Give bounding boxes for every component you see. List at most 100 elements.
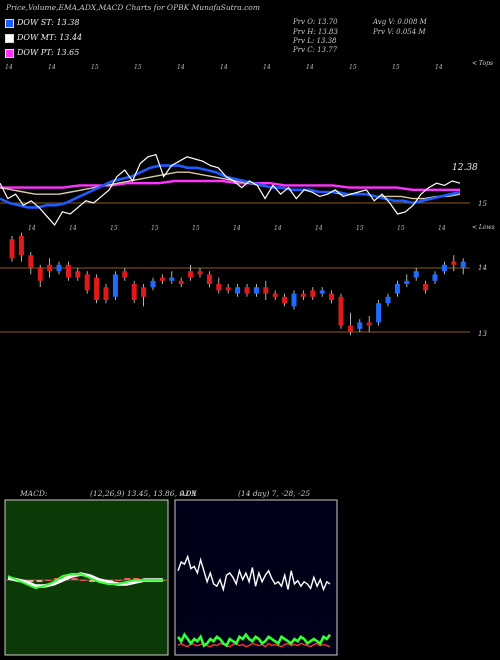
lower-tag: < Lows xyxy=(472,224,495,231)
dow-mt-legend: DOW MT: 13.44 xyxy=(5,33,82,43)
candle-body xyxy=(423,284,429,291)
candle-axis-14: 14 xyxy=(478,264,487,272)
candle-body xyxy=(75,271,81,278)
candle-body xyxy=(366,322,372,326)
candle-body xyxy=(253,287,259,294)
adx-params: (14 day) 7, -28, -25 xyxy=(238,489,311,498)
dow-pt-line xyxy=(0,179,460,192)
adx-panel-bg xyxy=(174,499,338,656)
x-tick-label: 15 xyxy=(192,225,200,232)
x-tick-label: 14 xyxy=(48,64,56,71)
x-tick-label: 15 xyxy=(151,225,159,232)
candle-body xyxy=(188,271,194,278)
candle-body xyxy=(18,236,24,256)
macd-hist-bar xyxy=(115,580,122,581)
x-tick-label: 14 xyxy=(177,64,185,71)
macd-hist-bar xyxy=(80,580,87,581)
dow-mt-swatch xyxy=(5,33,14,43)
x-tick-label: 14 xyxy=(220,64,228,71)
candle-body xyxy=(56,264,62,272)
x-tick-label: 14 xyxy=(438,225,446,232)
candle-body xyxy=(385,296,391,304)
candle-body xyxy=(197,271,203,275)
x-tick-label: 15 xyxy=(397,225,405,232)
x-tick-label: 14 xyxy=(233,225,241,232)
candle-axis-13: 13 xyxy=(478,330,487,338)
x-tick-label: 14 xyxy=(315,225,323,232)
candle-body xyxy=(347,325,353,332)
candle-body xyxy=(451,261,457,265)
candle-body xyxy=(244,287,250,294)
candle-body xyxy=(291,293,297,307)
candle-body xyxy=(329,293,335,300)
candle-body xyxy=(131,284,137,300)
x-tick-label: 15 xyxy=(349,64,357,71)
dow-mt-label: DOW MT: 13.44 xyxy=(17,33,83,42)
dow-st-swatch xyxy=(5,18,14,28)
candle-body xyxy=(37,268,43,281)
candle-body xyxy=(263,287,269,294)
candle-body xyxy=(141,287,147,297)
x-tick-label: 14 xyxy=(435,64,443,71)
candle-body xyxy=(159,277,165,281)
adx-title: ADX xyxy=(180,489,197,498)
macd-title: MACD: xyxy=(20,489,48,498)
x-tick-label: 15 xyxy=(110,225,118,232)
candle-body xyxy=(272,293,278,297)
candle-body xyxy=(404,280,410,284)
candle-body xyxy=(28,255,34,268)
macd-hist-bar xyxy=(71,578,78,580)
prev-high: Prv H: 13.83 xyxy=(293,28,338,36)
candle-body xyxy=(216,284,222,291)
price-line xyxy=(0,153,461,227)
price-tag: 12.38 xyxy=(452,163,478,173)
candle-body xyxy=(376,303,382,323)
dow-st-label: DOW ST: 13.38 xyxy=(17,18,80,27)
macd-hist-bar xyxy=(89,580,96,582)
candle-body xyxy=(47,264,53,272)
macd-params: (12,26,9) 13.45, 13.86, 0.09 xyxy=(90,489,197,498)
candle-body xyxy=(169,277,175,281)
prev-close: Prv C: 13.77 xyxy=(293,46,338,54)
x-tick-label: 14 xyxy=(28,225,36,232)
x-tick-label: 15 xyxy=(392,64,400,71)
candle-body xyxy=(206,274,212,284)
candle-body xyxy=(394,284,400,294)
page-title: Price,Volume,EMA,ADX,MACD Charts for OPB… xyxy=(6,3,260,12)
candle-body xyxy=(338,296,344,326)
candle-body xyxy=(178,280,184,284)
candle-body xyxy=(432,274,438,281)
macd-hist-bar xyxy=(45,580,52,581)
candle-body xyxy=(413,271,419,278)
candle-body xyxy=(225,287,231,291)
x-tick-label: 14 xyxy=(263,64,271,71)
dow-pt-swatch xyxy=(5,48,14,58)
candle-body xyxy=(319,290,325,294)
x-tick-label: 15 xyxy=(356,225,364,232)
price-chart: 14 14 15 15 14 14 14 14 15 15 14 14 14 15 15 15 14 14 14 1… xyxy=(0,64,470,336)
candle-body xyxy=(310,290,316,297)
candle-body xyxy=(460,261,466,268)
adx-line xyxy=(177,554,331,593)
macd-hist-bar xyxy=(36,580,43,582)
candle-body xyxy=(441,264,447,272)
dow-st-line xyxy=(0,164,461,209)
prev-low: Prv L: 13.38 xyxy=(293,37,337,45)
candle-body xyxy=(84,274,90,291)
candle-body xyxy=(103,287,109,300)
x-tick-label: 14 xyxy=(274,225,282,232)
prev-volume: Prv V: 0.054 M xyxy=(373,28,426,36)
candle-body xyxy=(300,293,306,297)
price-axis-15: 15 xyxy=(478,200,487,208)
macd-hist-bar xyxy=(124,578,131,580)
x-tick-label: 15 xyxy=(91,64,99,71)
avg-volume: Avg V: 0.008 M xyxy=(373,18,427,26)
x-tick-label: 14 xyxy=(5,64,13,71)
candle-body xyxy=(235,287,241,294)
macd-hist-bar xyxy=(27,580,34,582)
x-tick-label: 14 xyxy=(306,64,314,71)
candle-body xyxy=(282,296,288,304)
x-tick-label: 15 xyxy=(134,64,142,71)
